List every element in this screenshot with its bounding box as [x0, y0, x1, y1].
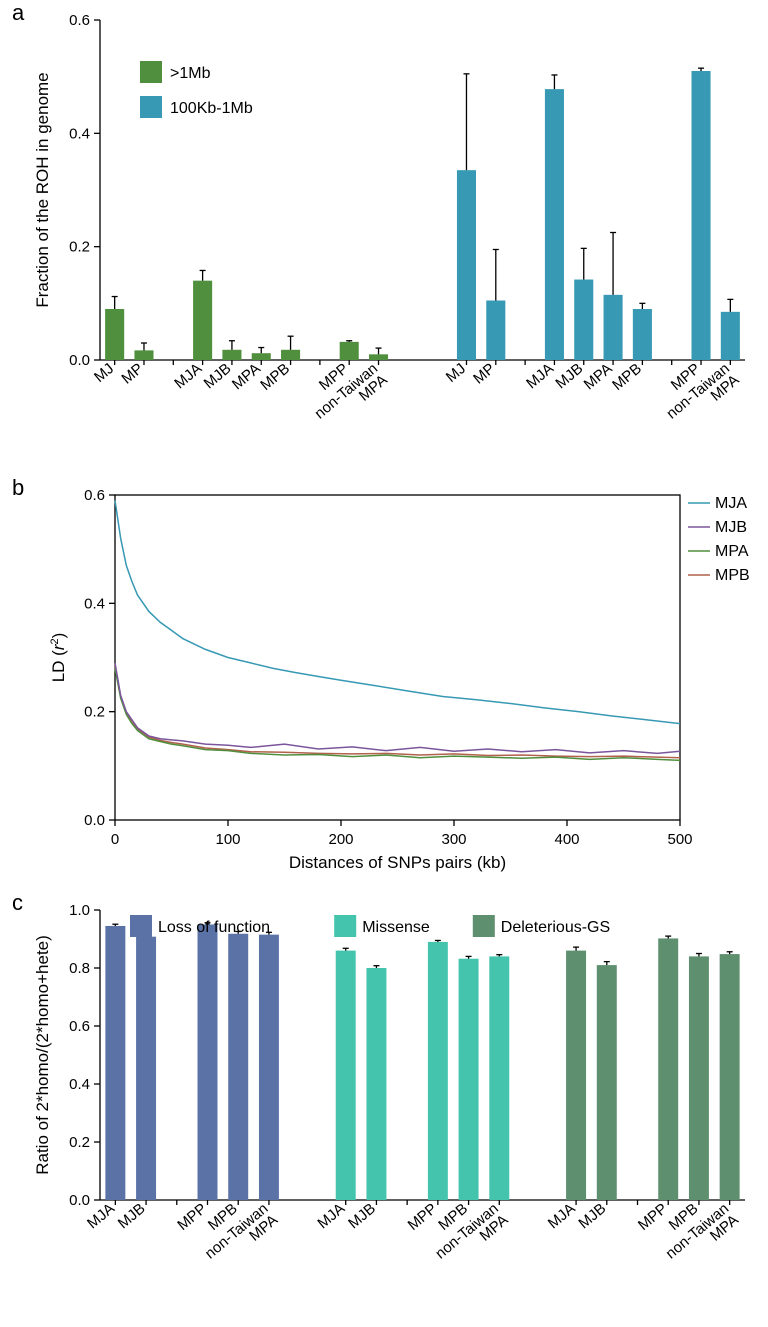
- bar: [691, 71, 710, 360]
- svg-text:MJA: MJA: [545, 1200, 579, 1232]
- line-MJB: [115, 663, 680, 753]
- svg-text:Deleterious-GS: Deleterious-GS: [501, 919, 610, 936]
- bar: [566, 951, 586, 1200]
- svg-text:500: 500: [667, 831, 692, 848]
- chart-b-ld-decay: 0 100 200 300 400 500 0.0 0.2 0.4 0.6 Distances of…: [30, 480, 755, 880]
- bar: [597, 965, 617, 1200]
- bar: [428, 942, 448, 1200]
- bar: [222, 350, 241, 360]
- bar: [366, 968, 386, 1200]
- svg-text:1.0: 1.0: [69, 902, 90, 919]
- svg-text:>1Mb: >1Mb: [170, 65, 211, 82]
- svg-text:100Kb-1Mb: 100Kb-1Mb: [170, 100, 253, 117]
- svg-text:MJA: MJA: [314, 1200, 348, 1232]
- svg-text:Fraction of the ROH in genome: Fraction of the ROH in genome: [33, 72, 52, 307]
- svg-text:0.0: 0.0: [69, 1192, 90, 1209]
- panel-label-a: a: [12, 0, 24, 26]
- svg-text:MP: MP: [118, 360, 146, 387]
- bar: [457, 170, 476, 360]
- bar: [340, 342, 359, 360]
- bar: [193, 281, 212, 360]
- svg-text:MJA: MJA: [523, 360, 557, 392]
- svg-text:MJB: MJB: [715, 519, 747, 536]
- bar: [281, 350, 300, 360]
- svg-text:MJB: MJB: [552, 360, 586, 392]
- svg-text:MP: MP: [470, 360, 498, 387]
- panel-label-b: b: [12, 475, 24, 501]
- svg-text:MPP: MPP: [405, 1200, 441, 1234]
- bar: [574, 280, 593, 360]
- svg-text:MJB: MJB: [201, 360, 235, 392]
- svg-text:100: 100: [215, 831, 240, 848]
- panel-label-c: c: [12, 890, 23, 916]
- bar: [604, 295, 623, 360]
- svg-text:MJ: MJ: [91, 360, 117, 386]
- bar: [134, 350, 153, 360]
- svg-text:400: 400: [554, 831, 579, 848]
- bar: [633, 309, 652, 360]
- bar: [105, 309, 124, 360]
- svg-text:Distances of SNPs pairs (kb): Distances of SNPs pairs (kb): [289, 853, 506, 872]
- svg-text:0.6: 0.6: [84, 487, 105, 504]
- svg-text:MPB: MPB: [257, 360, 293, 394]
- bar: [658, 938, 678, 1200]
- svg-text:MPA: MPA: [229, 360, 264, 393]
- bar: [228, 934, 248, 1200]
- bar: [459, 959, 479, 1200]
- svg-text:0.4: 0.4: [69, 125, 90, 142]
- svg-text:300: 300: [441, 831, 466, 848]
- svg-text:MJB: MJB: [115, 1200, 149, 1232]
- svg-text:0.2: 0.2: [84, 704, 105, 721]
- bar: [336, 951, 356, 1200]
- bar: [198, 925, 218, 1201]
- bar: [486, 301, 505, 361]
- bar: [721, 312, 740, 360]
- svg-text:MPP: MPP: [174, 1200, 210, 1234]
- svg-text:0: 0: [111, 831, 119, 848]
- bar: [136, 937, 156, 1200]
- bar: [689, 956, 709, 1200]
- bar: [252, 353, 271, 360]
- line-MJA: [115, 500, 680, 723]
- svg-text:0.4: 0.4: [84, 595, 105, 612]
- svg-text:MJB: MJB: [575, 1200, 609, 1232]
- bar: [720, 954, 740, 1200]
- chart-a-roh-bars: 0.0 0.2 0.4 0.6 Fraction of the ROH in genom…: [30, 5, 755, 465]
- svg-text:0.0: 0.0: [69, 352, 90, 369]
- bar: [259, 935, 279, 1200]
- svg-text:Missense: Missense: [362, 919, 430, 936]
- svg-text:0.2: 0.2: [69, 239, 90, 256]
- svg-text:MJA: MJA: [715, 495, 747, 512]
- svg-text:0.4: 0.4: [69, 1076, 90, 1093]
- svg-text:0.0: 0.0: [84, 812, 105, 829]
- svg-text:MJB: MJB: [345, 1200, 379, 1232]
- svg-text:200: 200: [328, 831, 353, 848]
- legend: >1Mb 100Kb-1Mb: [140, 61, 253, 118]
- svg-text:MPA: MPA: [581, 360, 616, 393]
- svg-text:MPB: MPB: [609, 360, 645, 394]
- svg-text:MJA: MJA: [171, 360, 205, 392]
- svg-text:Ratio of 2*homo/(2*homo+hete): Ratio of 2*homo/(2*homo+hete): [33, 935, 52, 1175]
- svg-text:MPA: MPA: [715, 543, 749, 560]
- bar: [545, 89, 564, 360]
- bar: [369, 354, 388, 360]
- svg-text:LD (r2): LD (r2): [49, 633, 68, 683]
- svg-text:MJ: MJ: [443, 360, 469, 386]
- svg-text:0.6: 0.6: [69, 1018, 90, 1035]
- svg-text:0.8: 0.8: [69, 960, 90, 977]
- svg-text:MPP: MPP: [635, 1200, 671, 1234]
- chart-c-homo-ratio: 0.0 0.2 0.4 0.6 0.8 1.0 Ratio of 2*homo/(2*hom…: [30, 895, 755, 1315]
- svg-text:MPB: MPB: [715, 567, 750, 584]
- bar: [105, 926, 125, 1200]
- svg-text:0.6: 0.6: [69, 12, 90, 29]
- svg-text:Loss of function: Loss of function: [158, 919, 270, 936]
- svg-text:0.2: 0.2: [69, 1134, 90, 1151]
- bar: [489, 956, 509, 1200]
